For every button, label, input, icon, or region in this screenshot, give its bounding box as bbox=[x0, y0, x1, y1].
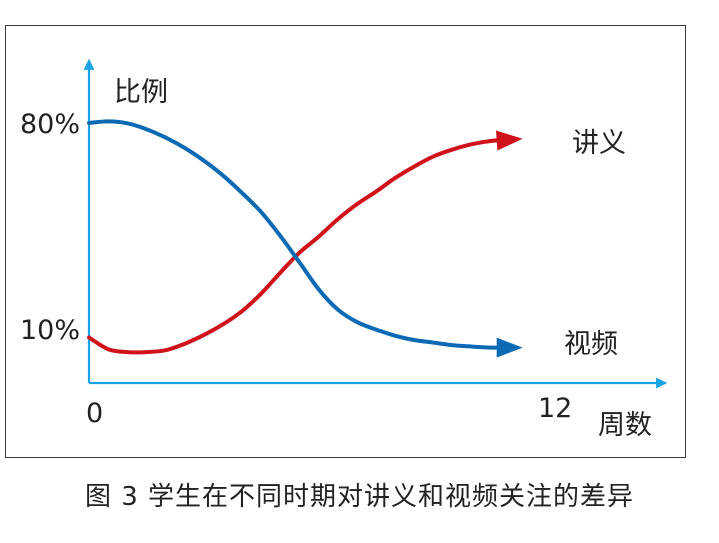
y-tick-label-10: 10% bbox=[20, 315, 80, 346]
figure-caption: 图 3 学生在不同时期对讲义和视频关注的差异 bbox=[84, 482, 635, 512]
chart-frame: 比例 周数 80% 10% 0 12 讲义 视频 bbox=[5, 25, 686, 458]
x-tick-label-0: 0 bbox=[86, 398, 103, 429]
x-axis-label: 周数 bbox=[598, 410, 652, 441]
y-tick-label-80: 80% bbox=[20, 109, 80, 140]
series-line-handout bbox=[87, 137, 513, 355]
series-label-handout: 讲义 bbox=[572, 128, 626, 159]
series-arrowhead-handout bbox=[496, 130, 523, 151]
series-label-video: 视频 bbox=[564, 329, 618, 360]
y-axis-label: 比例 bbox=[114, 77, 168, 108]
line-chart: 比例 周数 80% 10% 0 12 讲义 视频 bbox=[20, 58, 668, 441]
series-line-video bbox=[87, 119, 513, 350]
series-arrowhead-video bbox=[496, 337, 523, 358]
x-tick-label-12: 12 bbox=[538, 393, 572, 424]
